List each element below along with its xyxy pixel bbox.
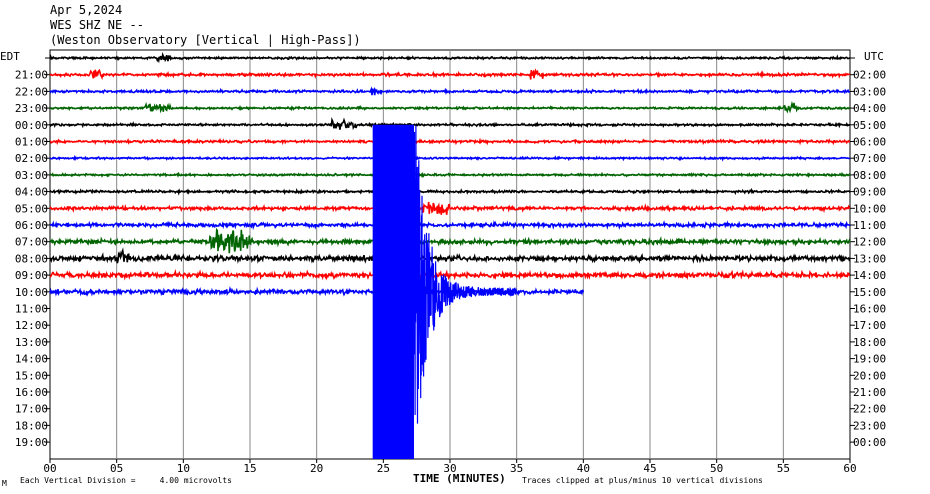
x-tick-label: 00: [43, 462, 56, 475]
utc-row-label: 19:00: [853, 353, 886, 366]
observatory-label: (Weston Observatory [Vertical | High-Pas…: [50, 33, 361, 47]
chart-traces: [49, 51, 851, 460]
utc-row-label: 21:00: [853, 386, 886, 399]
utc-row-label: 14:00: [853, 269, 886, 282]
utc-row-label: 11:00: [853, 219, 886, 232]
utc-row-label: 16:00: [853, 303, 886, 316]
edt-row-label: 05:00: [15, 202, 48, 215]
utc-row-label: 23:00: [853, 419, 886, 432]
edt-row-label: 07:00: [15, 236, 48, 249]
x-tick-label: 35: [510, 462, 523, 475]
utc-row-label: 18:00: [853, 336, 886, 349]
clip-note: Traces clipped at plus/minus 10 vertical…: [522, 476, 763, 485]
edt-row-label: 03:00: [15, 169, 48, 182]
edt-row-label: 17:00: [15, 403, 48, 416]
utc-row-label: 00:00: [853, 436, 886, 449]
utc-row-label: 15:00: [853, 286, 886, 299]
edt-row-label: 01:00: [15, 136, 48, 149]
trace-row: [49, 268, 851, 281]
trace-row: [49, 220, 851, 231]
trace-row: [49, 68, 851, 81]
edt-row-label: 19:00: [15, 436, 48, 449]
edt-row-label: 23:00: [15, 102, 48, 115]
trace-row: [49, 201, 851, 215]
utc-row-label: 12:00: [853, 236, 886, 249]
edt-row-label: 18:00: [15, 419, 48, 432]
trace-row: [49, 187, 851, 196]
x-tick-label: 60: [843, 462, 856, 475]
x-tick-label: 25: [377, 462, 390, 475]
x-axis-title: TIME (MINUTES): [413, 472, 506, 485]
x-tick-label: 20: [310, 462, 323, 475]
utc-axis-label: UTC: [864, 50, 884, 63]
trace-row: [49, 154, 851, 162]
trace-row: [49, 86, 851, 96]
edt-row-label: 12:00: [15, 319, 48, 332]
corner-mark: M: [2, 479, 7, 488]
x-tick-label: 40: [577, 462, 590, 475]
edt-row-label: 08:00: [15, 252, 48, 265]
edt-row-label: 04:00: [15, 186, 48, 199]
edt-row-label: 22:00: [15, 85, 48, 98]
edt-row-label: 09:00: [15, 269, 48, 282]
edt-row-label: 15:00: [15, 369, 48, 382]
x-tick-label: 55: [777, 462, 790, 475]
utc-row-label: 08:00: [853, 169, 886, 182]
x-tick-label: 10: [177, 462, 190, 475]
edt-row-label: 02:00: [15, 152, 48, 165]
date-label: Apr 5,2024: [50, 3, 123, 17]
earthquake-saturated-signal: [372, 124, 414, 460]
x-tick-label: 15: [243, 462, 256, 475]
edt-row-label: 11:00: [15, 303, 48, 316]
utc-row-label: 09:00: [853, 186, 886, 199]
trace-row: [49, 51, 851, 64]
utc-row-label: 07:00: [853, 152, 886, 165]
edt-row-label: 21:00: [15, 69, 48, 82]
trace-row: [49, 227, 851, 254]
edt-row-label: 06:00: [15, 219, 48, 232]
utc-row-label: 05:00: [853, 119, 886, 132]
utc-row-label: 10:00: [853, 202, 886, 215]
x-tick-label: 30: [443, 462, 456, 475]
utc-row-label: 03:00: [853, 85, 886, 98]
edt-row-label: 13:00: [15, 336, 48, 349]
edt-row-label: 14:00: [15, 353, 48, 366]
utc-row-label: 06:00: [853, 136, 886, 149]
trace-row: [49, 137, 851, 146]
x-tick-label: 50: [710, 462, 723, 475]
chart-labels: 00 05 10 15 20 25 30 35 40 45 50 55 60 21:00 02:00 22:0…: [0, 50, 886, 475]
trace-row: [49, 116, 851, 131]
edt-row-label: 00:00: [15, 119, 48, 132]
utc-row-label: 22:00: [853, 403, 886, 416]
earthquake-coda: [413, 125, 517, 424]
utc-row-label: 13:00: [853, 252, 886, 265]
edt-row-label: 10:00: [15, 286, 48, 299]
edt-axis-label: EDT: [0, 50, 20, 63]
utc-row-label: 17:00: [853, 319, 886, 332]
edt-row-label: 16:00: [15, 386, 48, 399]
x-tick-label: 45: [643, 462, 656, 475]
utc-row-label: 04:00: [853, 102, 886, 115]
vertical-division-note: Each Vertical Division = 4.00 microvolts: [20, 476, 232, 485]
trace-row: [49, 171, 851, 179]
trace-row: [49, 247, 851, 264]
trace-row: [49, 100, 851, 114]
x-tick-label: 05: [110, 462, 123, 475]
utc-row-label: 20:00: [853, 369, 886, 382]
utc-row-label: 02:00: [853, 69, 886, 82]
station-label: WES SHZ NE --: [50, 18, 144, 32]
